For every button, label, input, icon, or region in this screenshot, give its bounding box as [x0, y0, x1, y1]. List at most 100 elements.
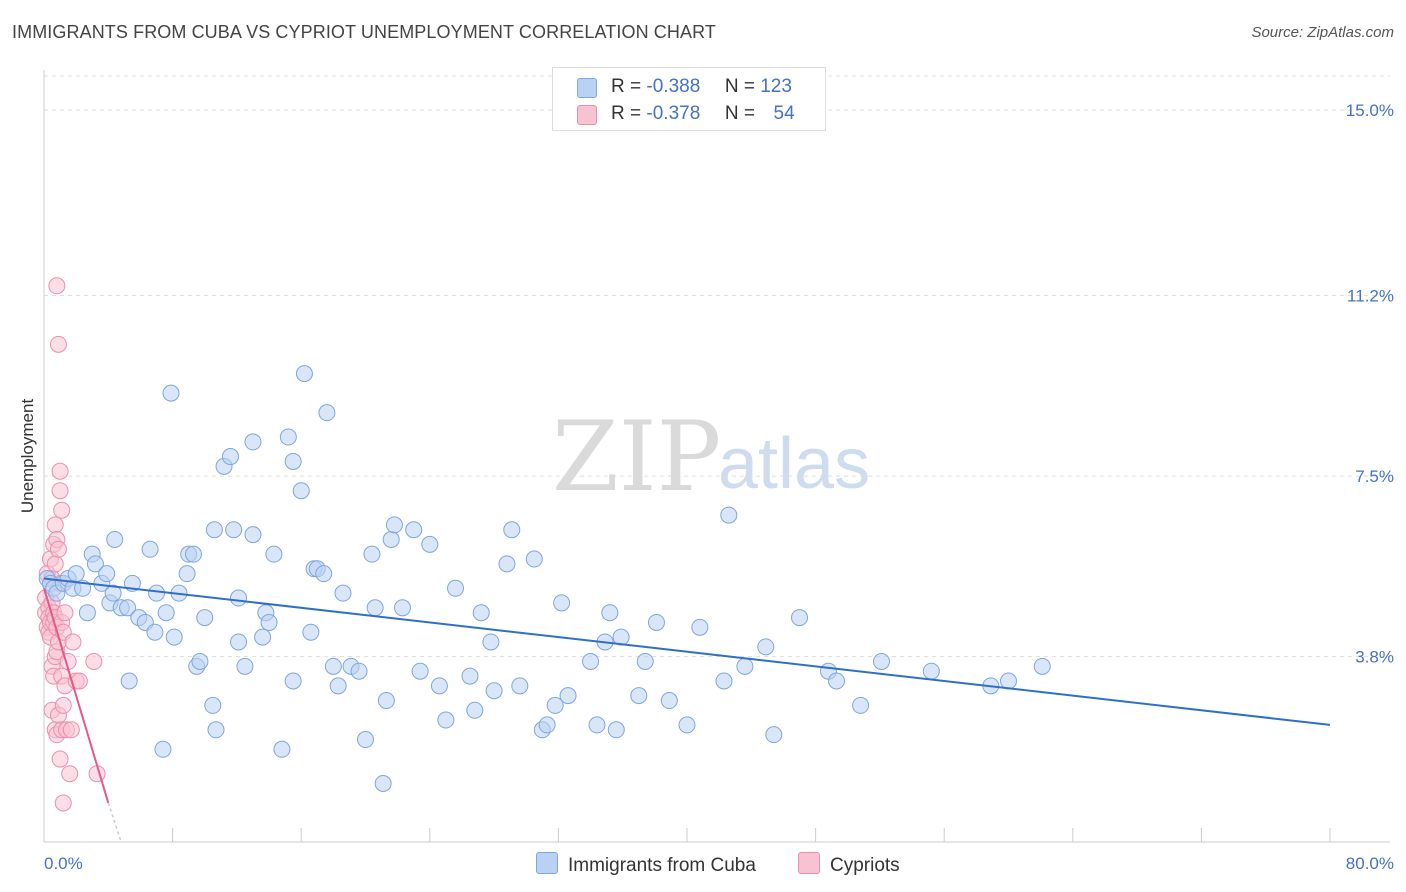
trend-line-cypriots-extension: [107, 802, 122, 843]
correlation-legend: R = -0.388 N = 123 R = -0.378 N = 54: [552, 67, 826, 131]
point-cuba: [525, 550, 543, 568]
point-cuba: [466, 701, 484, 719]
point-cuba: [1000, 672, 1017, 690]
x-tick-label-max: 80.0%: [1346, 854, 1394, 873]
point-cuba: [366, 599, 384, 617]
point-cuba: [318, 404, 336, 422]
point-cuba: [119, 599, 137, 617]
point-cuba: [630, 687, 648, 705]
legend-n-value-cypriots: 54: [773, 103, 795, 124]
point-cuba: [157, 604, 175, 622]
axes: [43, 70, 1390, 843]
point-cuba: [691, 618, 709, 636]
point-cuba: [430, 677, 448, 695]
point-cuba: [225, 521, 243, 539]
point-cypriots: [54, 794, 72, 812]
point-cuba: [385, 516, 403, 534]
point-cuba: [1033, 657, 1051, 675]
point-cuba: [205, 521, 223, 539]
point-cuba: [559, 687, 577, 705]
point-cuba: [447, 579, 465, 597]
point-cuba: [350, 662, 368, 680]
point-cuba: [482, 633, 500, 651]
point-cuba: [279, 428, 297, 446]
point-cuba: [873, 652, 891, 670]
bottom-legend-label-cypriots: Cypriots: [830, 855, 900, 876]
point-cuba: [98, 565, 116, 583]
y-tick-label: 11.2%: [1347, 287, 1394, 306]
point-cuba: [374, 774, 392, 792]
point-cypriots: [46, 516, 64, 534]
point-cuba: [295, 365, 313, 383]
point-cuba: [184, 545, 202, 563]
trend-line-cuba: [43, 577, 1331, 726]
point-cuba: [411, 662, 429, 680]
series-cypriots-points: [37, 277, 106, 812]
point-cuba: [503, 521, 521, 539]
point-cuba: [678, 716, 696, 734]
point-cuba: [284, 452, 302, 470]
point-cypriots: [62, 721, 80, 739]
point-cuba: [511, 677, 529, 695]
point-cuba: [67, 565, 85, 583]
point-cuba: [601, 604, 619, 622]
point-cuba: [461, 667, 479, 685]
point-cuba: [154, 740, 172, 758]
point-cuba: [405, 521, 423, 539]
bottom-legend-swatch-cypriots: [798, 852, 820, 874]
point-cuba: [260, 613, 278, 631]
chart-title: IMMIGRANTS FROM CUBA VS CYPRIOT UNEMPLOY…: [12, 22, 716, 42]
legend-n-value-cuba: 123: [760, 76, 792, 97]
point-cuba: [104, 584, 122, 602]
point-cuba: [120, 672, 138, 690]
point-cuba: [284, 672, 302, 690]
point-cypriots: [53, 501, 71, 519]
y-tick-label: 7.5%: [1355, 467, 1394, 486]
point-cuba: [78, 604, 96, 622]
point-cypriots: [61, 765, 79, 783]
point-cypriots: [51, 462, 69, 480]
bottom-legend-cypriots: Cypriots: [798, 852, 900, 877]
trend-line-cypriots: [43, 588, 110, 804]
point-cuba: [647, 613, 665, 631]
point-cuba: [244, 526, 262, 544]
point-cuba: [86, 555, 104, 573]
legend-r-value-cypriots: -0.378: [646, 103, 701, 124]
y-tick-label: 15.0%: [1346, 101, 1394, 120]
legend-r-value-cuba: -0.388: [646, 76, 701, 97]
point-cypriots: [48, 277, 66, 295]
point-cuba: [660, 692, 678, 710]
point-cuba: [377, 692, 395, 710]
bottom-legend-swatch-cuba: [536, 852, 558, 874]
point-cypriots: [51, 482, 69, 500]
point-cuba: [421, 535, 439, 553]
point-cuba: [230, 633, 248, 651]
point-cypriots: [64, 633, 82, 651]
point-cypriots: [85, 652, 103, 670]
point-cuba: [498, 555, 516, 573]
point-cuba: [324, 657, 342, 675]
watermark-zip: ZIP: [552, 401, 721, 513]
point-cuba: [363, 545, 381, 563]
point-cuba: [106, 531, 124, 549]
point-cypriots: [49, 335, 67, 353]
point-cuba: [221, 448, 239, 466]
point-cuba: [922, 662, 940, 680]
point-cuba: [715, 672, 733, 690]
point-cuba: [382, 531, 400, 549]
point-cuba: [204, 696, 222, 714]
legend-swatch-cypriots: [577, 105, 597, 125]
point-cuba: [393, 599, 411, 617]
point-cuba: [720, 506, 738, 524]
point-cuba: [244, 433, 262, 451]
point-cuba: [472, 604, 490, 622]
watermark: ZIP atlas: [552, 401, 870, 513]
legend-r-label: R =: [611, 76, 642, 97]
source-label: Source: ZipAtlas.com: [1251, 24, 1394, 41]
point-cuba: [236, 657, 254, 675]
point-cuba: [757, 638, 775, 656]
point-cuba: [315, 565, 333, 583]
point-cypriots: [54, 696, 72, 714]
point-cuba: [636, 652, 654, 670]
legend-swatch-cuba: [577, 78, 597, 98]
